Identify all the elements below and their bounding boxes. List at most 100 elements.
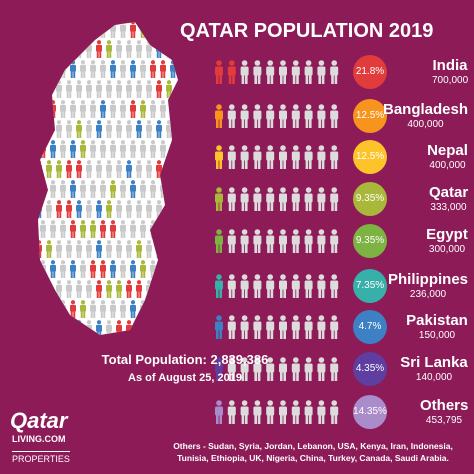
person-icon	[330, 400, 339, 424]
population: 150,000	[418, 330, 456, 341]
person-icon	[227, 274, 236, 298]
country-name: Pakistan	[406, 312, 468, 329]
person-icon	[330, 315, 339, 339]
map-person	[70, 22, 76, 38]
percent: 14.35%	[353, 406, 387, 417]
map-person	[38, 40, 42, 58]
person-icon	[279, 274, 287, 298]
country-name: Bangladesh	[383, 101, 469, 118]
map-person	[38, 280, 42, 298]
person-icon	[279, 187, 287, 211]
map-person	[66, 40, 72, 58]
person-icon	[227, 104, 236, 128]
person-icon	[291, 145, 300, 169]
person-icon	[215, 145, 223, 169]
person-icon	[215, 104, 223, 128]
person-icon	[304, 145, 313, 169]
percent: 9.35%	[355, 193, 385, 204]
map-person	[160, 22, 166, 38]
percent-circle	[353, 224, 387, 258]
map-person	[170, 220, 176, 238]
map-person	[56, 320, 62, 335]
person-icon	[317, 187, 326, 211]
percent-circle	[353, 395, 387, 429]
map-person	[160, 300, 166, 318]
percent: 21.8%	[355, 66, 385, 77]
person-icon	[304, 400, 313, 424]
map-person	[40, 60, 46, 78]
map-person	[180, 180, 186, 198]
person-icon	[279, 229, 287, 253]
person-icon	[304, 315, 313, 339]
person-icon	[253, 104, 262, 128]
population: 140,000	[415, 372, 453, 383]
map-person	[46, 40, 52, 58]
person-icon	[279, 145, 287, 169]
map-person	[180, 100, 186, 118]
person-icon	[227, 187, 236, 211]
person-icon	[317, 145, 326, 169]
date: As of August 25, 2019	[128, 372, 242, 384]
population: 453,795	[425, 415, 463, 426]
map-person	[38, 80, 42, 98]
map-person	[170, 22, 176, 38]
map-person	[38, 200, 42, 218]
percent: 4.7%	[358, 321, 382, 332]
person-icon	[215, 274, 223, 298]
map-person	[66, 320, 72, 335]
map-person	[50, 22, 56, 38]
person-icon	[317, 104, 326, 128]
person-icon	[317, 60, 326, 84]
map-person	[50, 60, 56, 78]
person-icon	[240, 104, 249, 128]
map-person	[180, 260, 186, 278]
country-name: Egypt	[426, 226, 468, 243]
population: 333,000	[430, 202, 467, 213]
population: 300,000	[428, 244, 466, 255]
percent-circle	[353, 310, 387, 344]
map-person	[166, 200, 172, 218]
person-icon	[227, 315, 236, 339]
map-person	[146, 320, 152, 335]
person-icon	[227, 145, 236, 169]
map-person	[60, 22, 66, 38]
map-person	[180, 140, 186, 158]
person-icon	[304, 187, 313, 211]
map-person	[150, 22, 156, 38]
map-person	[56, 40, 62, 58]
map-person	[176, 320, 178, 335]
map-person	[176, 120, 178, 138]
percent: 12.5%	[355, 110, 385, 121]
person-icon	[304, 229, 313, 253]
map-person	[40, 300, 46, 318]
map-person	[150, 300, 156, 318]
percent-circle	[353, 55, 387, 89]
person-icon	[291, 60, 300, 84]
map-person	[76, 40, 82, 58]
map-person	[166, 160, 172, 178]
person-icon	[266, 315, 275, 339]
map-person	[40, 100, 46, 118]
map-person	[50, 300, 56, 318]
person-icon	[240, 229, 249, 253]
person-icon	[304, 104, 313, 128]
person-icon	[227, 400, 236, 424]
map-person	[176, 80, 178, 98]
logo-site: LIVING.COM	[12, 434, 66, 444]
map-person	[166, 40, 172, 58]
person-icon	[240, 145, 249, 169]
title: QATAR POPULATION 2019	[180, 20, 434, 42]
person-icon	[253, 400, 262, 424]
footnote: Others - Sudan, Syria, Jordan, Lebanon, …	[173, 441, 453, 463]
map-person	[136, 320, 142, 335]
country-name: India	[432, 57, 468, 74]
person-icon	[253, 315, 262, 339]
person-icon	[215, 315, 223, 339]
map-person	[160, 260, 166, 278]
person-icon	[279, 104, 287, 128]
person-icon	[266, 274, 275, 298]
person-icon	[266, 400, 275, 424]
person-icon	[317, 274, 326, 298]
